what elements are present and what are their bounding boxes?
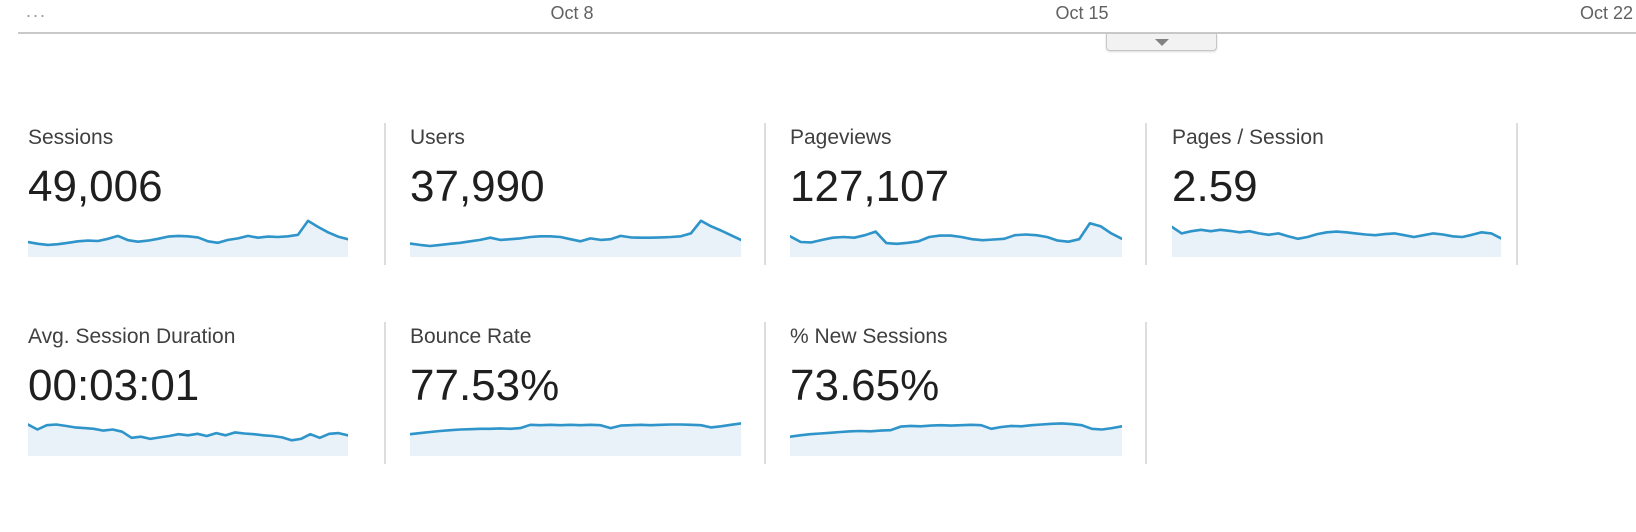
metric-card-sessions[interactable]: Sessions 49,006 [0, 123, 386, 265]
sparkline-chart [790, 422, 1122, 456]
chart-bottom-border [18, 32, 1636, 34]
empty-cell [1518, 123, 1636, 265]
metric-card-pageviews[interactable]: Pageviews 127,107 [766, 123, 1147, 265]
axis-tick-oct-8: Oct 8 [550, 3, 594, 23]
collapse-chart-button[interactable] [1106, 34, 1217, 51]
axis-overflow-ellipsis: ... [26, 1, 48, 21]
metric-value: 37,990 [410, 162, 545, 211]
metric-value: 00:03:01 [28, 361, 200, 410]
metric-label: Avg. Session Duration [28, 325, 236, 348]
metric-label: % New Sessions [790, 325, 948, 348]
metric-card-avg-session-duration[interactable]: Avg. Session Duration 00:03:01 [0, 322, 386, 464]
sparkline-chart [1172, 225, 1501, 257]
sparkline-chart [28, 219, 348, 257]
sparkline-chart [28, 423, 348, 456]
scorecard-row-2: Avg. Session Duration 00:03:01 Bounce Ra… [0, 322, 1636, 464]
metric-card-users[interactable]: Users 37,990 [386, 123, 766, 265]
sparkline-chart [410, 422, 741, 456]
metric-value: 127,107 [790, 162, 950, 211]
metric-label: Bounce Rate [410, 325, 532, 348]
metric-label: Pages / Session [1172, 126, 1324, 149]
chevron-down-icon [1154, 39, 1169, 46]
axis-tick-oct-22: Oct 22 [1580, 3, 1634, 23]
metric-value: 73.65% [790, 361, 940, 410]
scorecard-row-1: Sessions 49,006 Users 37,990 Pageviews 1… [0, 123, 1636, 265]
metric-card-pages-per-session[interactable]: Pages / Session 2.59 [1147, 123, 1518, 265]
metric-value: 2.59 [1172, 162, 1258, 211]
metric-card-percent-new-sessions[interactable]: % New Sessions 73.65% [766, 322, 1147, 464]
chart-x-axis: ... Oct 8 Oct 15 Oct 22 [0, 0, 1636, 33]
metric-label: Users [410, 126, 465, 149]
sparkline-chart [410, 219, 741, 257]
empty-cell [1147, 322, 1636, 464]
axis-tick-oct-15: Oct 15 [1055, 3, 1109, 23]
metric-value: 77.53% [410, 361, 560, 410]
sparkline-chart [790, 222, 1122, 257]
metric-label: Pageviews [790, 126, 892, 149]
metric-value: 49,006 [28, 162, 163, 211]
metric-label: Sessions [28, 126, 114, 149]
metric-card-bounce-rate[interactable]: Bounce Rate 77.53% [386, 322, 766, 464]
